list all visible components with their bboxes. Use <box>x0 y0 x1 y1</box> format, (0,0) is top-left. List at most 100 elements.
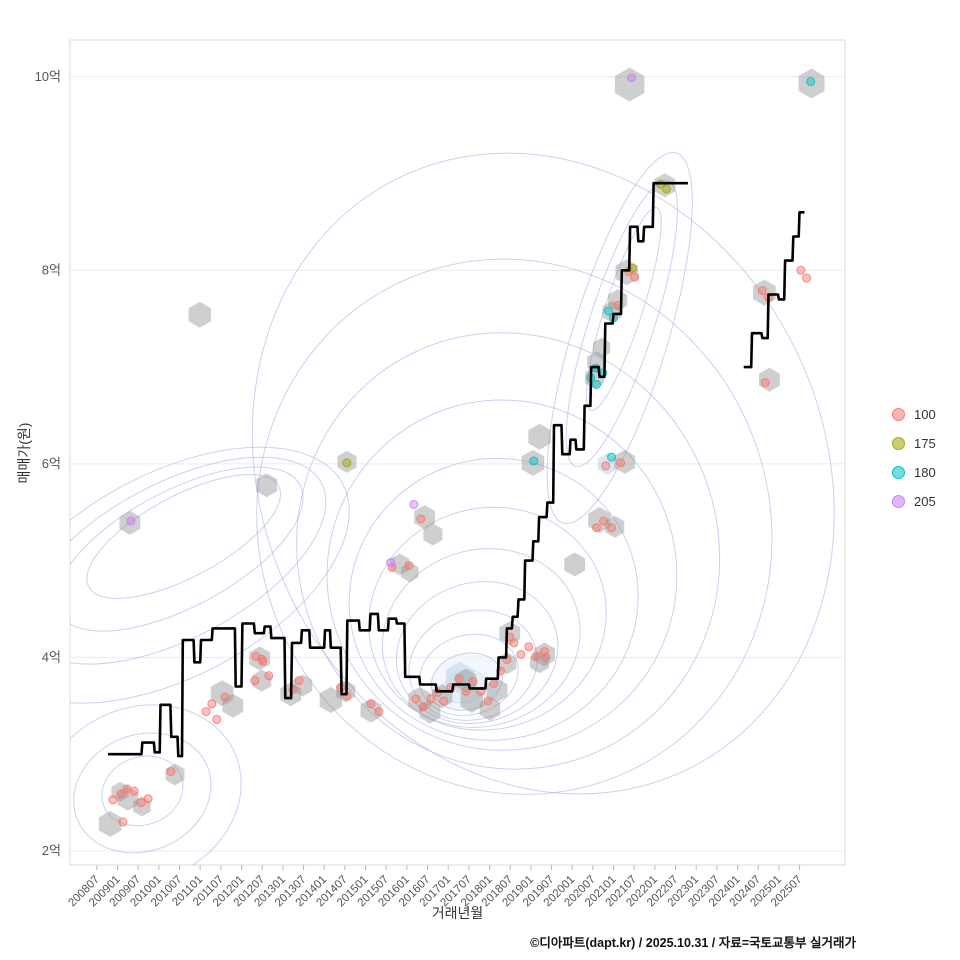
density-contour <box>73 732 212 854</box>
scatter-point-100 <box>294 676 304 686</box>
density-contour <box>586 207 662 411</box>
hexbin <box>614 67 645 102</box>
hexbin <box>528 423 551 450</box>
hexbin <box>423 523 443 546</box>
hexbin <box>521 449 545 476</box>
scatter-point-100 <box>599 516 609 526</box>
scatter-point-100 <box>129 786 139 796</box>
hexbin <box>337 450 357 473</box>
hexbin <box>119 510 141 535</box>
hexbin <box>252 669 272 692</box>
scatter-point-100 <box>439 696 449 706</box>
y-tick-label: 6억 <box>42 456 61 471</box>
scatter-point-100 <box>201 707 211 717</box>
credit-line: ©디아파트(dapt.kr) / 2025.10.31 / 자료=국토교통부 실… <box>530 936 856 950</box>
density-contour <box>348 457 639 741</box>
hexbin-blue <box>597 452 617 475</box>
density-contour <box>70 466 304 632</box>
scatter-point-180 <box>607 452 616 462</box>
scatter-point-100 <box>592 523 602 533</box>
legend-swatch <box>892 466 905 479</box>
scatter-point-100 <box>108 795 118 805</box>
legend-label: 100 <box>914 407 936 422</box>
hexbin <box>798 68 825 99</box>
legend-label: 175 <box>914 436 936 451</box>
hexbin <box>165 763 185 786</box>
scatter-point-100 <box>601 461 611 471</box>
density-contour <box>326 399 678 751</box>
density-contour <box>101 755 184 827</box>
scatter-point-100 <box>540 647 549 657</box>
density-contour <box>381 548 581 728</box>
scatter-point-205 <box>409 500 419 509</box>
scatter-point-180 <box>604 306 614 316</box>
legend-item-205[interactable]: 205 <box>892 487 936 516</box>
legend-item-100[interactable]: 100 <box>892 400 936 429</box>
legend-swatch <box>892 437 905 450</box>
scatter-point-100 <box>607 523 616 533</box>
scatter-point-100 <box>366 699 376 709</box>
density-contour <box>70 704 242 865</box>
scatter-point-100 <box>143 794 153 804</box>
hexbin <box>256 473 278 498</box>
scatter-point-180 <box>592 380 602 389</box>
x-axis-title: 거래년월 <box>431 905 484 921</box>
scatter-point-100 <box>516 650 526 659</box>
hexbin <box>479 696 501 721</box>
density-contour <box>86 474 281 599</box>
hexbin <box>360 698 382 723</box>
scatter-point-100 <box>220 692 230 702</box>
scatter-point-100 <box>489 679 499 688</box>
scatter-point-100 <box>250 676 260 686</box>
hexbin <box>293 674 313 697</box>
hexbin <box>98 810 122 837</box>
density-contour <box>70 446 350 704</box>
hexbin <box>188 301 211 328</box>
hexbin <box>530 651 550 674</box>
hexbin <box>564 552 586 577</box>
hexbin <box>534 642 555 667</box>
density-contour <box>395 581 559 725</box>
scatter-point-100 <box>630 272 640 282</box>
hexbin <box>319 687 343 713</box>
density-contour <box>368 506 607 731</box>
density-contour <box>256 258 773 795</box>
scatter-point-180 <box>529 456 539 466</box>
trend-line[interactable] <box>108 181 805 758</box>
scatter-point-100 <box>454 674 464 684</box>
scatter-point-100 <box>416 514 426 524</box>
scatter-point-180 <box>806 77 816 87</box>
scatter-point-100 <box>207 699 217 709</box>
scatter-point-100 <box>461 686 471 696</box>
hexbin <box>759 367 780 392</box>
legend-item-175[interactable]: 175 <box>892 429 936 458</box>
hexbin <box>486 678 508 703</box>
hexbin <box>602 300 622 323</box>
scatter-point-205 <box>126 516 136 526</box>
scatter-point-100 <box>468 677 478 687</box>
hexbin <box>117 786 139 811</box>
scatter-point-100 <box>426 694 436 704</box>
hexbin <box>455 668 477 693</box>
scatter-point-100 <box>483 696 493 706</box>
legend-label: 205 <box>914 494 936 509</box>
scatter-point-100 <box>531 652 541 661</box>
scatter-point-205 <box>386 558 396 568</box>
scatter-point-100 <box>264 671 274 681</box>
legend-item-180[interactable]: 180 <box>892 458 936 487</box>
y-axis-title: 매매가(원) <box>16 422 32 484</box>
density-contour <box>565 180 678 468</box>
density-contour <box>419 633 519 716</box>
scatter-point-100 <box>616 458 626 468</box>
y-tick-label: 10억 <box>35 69 61 84</box>
y-tick-label: 8억 <box>42 262 61 277</box>
scatter-point-100 <box>212 714 222 724</box>
scatter-point-100 <box>411 694 421 704</box>
scatter-layer[interactable] <box>108 73 816 827</box>
legend-swatch <box>892 495 905 508</box>
scatter-point-100 <box>166 767 176 777</box>
scatter-point-100 <box>802 273 812 283</box>
scatter-point-100 <box>257 654 267 664</box>
